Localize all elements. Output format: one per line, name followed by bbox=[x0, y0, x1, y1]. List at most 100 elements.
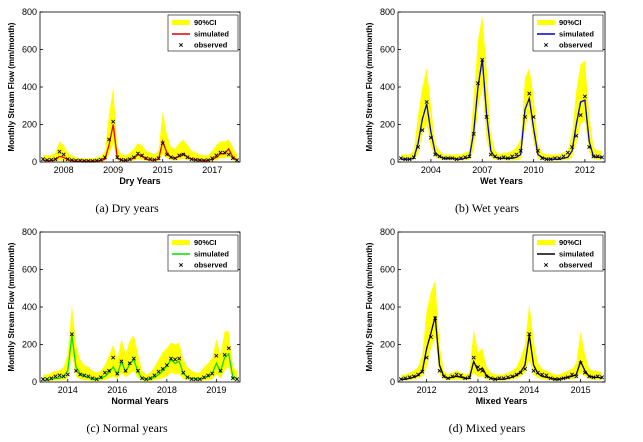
observed-point bbox=[61, 152, 66, 157]
observed-point bbox=[226, 152, 231, 157]
observed-markers bbox=[40, 119, 240, 163]
observed-point bbox=[463, 155, 468, 160]
observed-point bbox=[168, 356, 173, 361]
observed-point bbox=[570, 144, 575, 150]
observed-point bbox=[587, 374, 592, 379]
observed-point bbox=[210, 156, 215, 161]
x-tick-label: 2016 bbox=[107, 385, 127, 395]
x-tick-label: 2014 bbox=[519, 385, 539, 395]
observed-point bbox=[531, 368, 536, 373]
observed-point bbox=[119, 359, 124, 364]
observed-point bbox=[127, 157, 132, 162]
observed-point bbox=[168, 155, 173, 160]
legend-box bbox=[167, 234, 239, 272]
observed-point bbox=[127, 361, 132, 366]
y-axis-label: Monthly Stream Flow (mm/month) bbox=[7, 22, 16, 151]
observed-point bbox=[398, 377, 404, 382]
x-axis-label: Dry Years bbox=[119, 176, 160, 186]
x-tick-label: 2015 bbox=[571, 385, 591, 395]
legend-ci-swatch bbox=[537, 240, 555, 245]
y-tick-label: 0 bbox=[390, 377, 395, 387]
observed-point bbox=[210, 371, 215, 376]
observed-point bbox=[527, 91, 532, 96]
x-tick-label: 2007 bbox=[472, 165, 492, 175]
observed-point bbox=[407, 375, 412, 380]
observed-point bbox=[185, 155, 190, 160]
observed-point bbox=[561, 154, 566, 159]
observed-point bbox=[518, 370, 523, 375]
observed-point bbox=[467, 154, 472, 159]
observed-point bbox=[437, 368, 442, 373]
observed-point bbox=[123, 368, 128, 373]
observed-point bbox=[416, 144, 421, 150]
observed-point bbox=[119, 157, 124, 162]
observed-point bbox=[234, 158, 240, 163]
observed-point bbox=[107, 368, 112, 373]
observed-point bbox=[458, 373, 463, 378]
observed-point bbox=[98, 157, 103, 162]
observed-point bbox=[115, 155, 120, 160]
observed-point bbox=[140, 153, 145, 158]
observed-point bbox=[561, 376, 566, 381]
observed-point bbox=[131, 356, 136, 361]
legend-obs-label: observed bbox=[194, 41, 228, 50]
x-tick-label: 2004 bbox=[421, 165, 441, 175]
observed-point bbox=[505, 375, 510, 380]
x-axis-label: Normal Years bbox=[111, 396, 168, 406]
observed-point bbox=[189, 157, 194, 162]
y-tick-label: 800 bbox=[22, 7, 37, 17]
y-tick-label: 600 bbox=[22, 45, 37, 55]
observed-point bbox=[428, 135, 433, 140]
x-axis-label: Wet Years bbox=[480, 176, 523, 186]
observed-point bbox=[535, 148, 540, 153]
observed-point bbox=[599, 375, 605, 380]
legend-sim-label: simulated bbox=[194, 250, 229, 259]
observed-point bbox=[591, 154, 596, 159]
legend-ci-label: 90%CI bbox=[559, 18, 582, 27]
observed-point bbox=[557, 156, 562, 161]
observed-point bbox=[49, 157, 54, 162]
observed-point bbox=[131, 155, 136, 160]
observed-point bbox=[531, 114, 536, 120]
observed-point bbox=[424, 99, 429, 105]
observed-point bbox=[234, 377, 240, 382]
x-tick-label: 2013 bbox=[468, 385, 488, 395]
observed-point bbox=[458, 156, 463, 161]
chart-panel-normal: 0 200 400 600 800 2014 2016 2018 2019 Normal Year… bbox=[7, 227, 241, 406]
observed-point bbox=[475, 81, 480, 86]
legend-ci-swatch bbox=[172, 240, 190, 245]
observed-point bbox=[177, 356, 182, 361]
observed-point bbox=[574, 374, 579, 379]
observed-point bbox=[148, 157, 153, 162]
observed-point bbox=[582, 370, 587, 375]
x-tick-label: 2012 bbox=[575, 165, 595, 175]
observed-point bbox=[582, 94, 587, 99]
y-tick-label: 600 bbox=[380, 45, 395, 55]
observed-point bbox=[177, 153, 182, 158]
y-tick-label: 200 bbox=[22, 340, 37, 350]
legend-obs-swatch bbox=[543, 42, 549, 48]
observed-point bbox=[403, 376, 408, 381]
simulated-line bbox=[401, 58, 602, 160]
observed-point bbox=[450, 374, 455, 379]
observed-point bbox=[90, 376, 95, 381]
observed-point bbox=[214, 153, 219, 158]
observed-point bbox=[140, 376, 145, 381]
observed-point bbox=[591, 375, 596, 380]
x-tick-label: 2008 bbox=[54, 165, 74, 175]
observed-point bbox=[411, 155, 416, 160]
observed-point bbox=[82, 373, 87, 378]
legend-obs-swatch bbox=[178, 42, 184, 48]
observed-point bbox=[424, 355, 429, 360]
observed-point bbox=[74, 368, 79, 373]
legend-ci-label: 90%CI bbox=[194, 18, 217, 27]
observed-point bbox=[98, 375, 103, 380]
observed-point bbox=[107, 137, 112, 142]
legend-sim-label: simulated bbox=[559, 30, 594, 39]
y-tick-label: 800 bbox=[380, 7, 395, 17]
observed-point bbox=[450, 156, 455, 161]
observed-point bbox=[102, 155, 107, 160]
legend-sim-label: simulated bbox=[559, 250, 594, 259]
observed-markers bbox=[398, 316, 605, 382]
